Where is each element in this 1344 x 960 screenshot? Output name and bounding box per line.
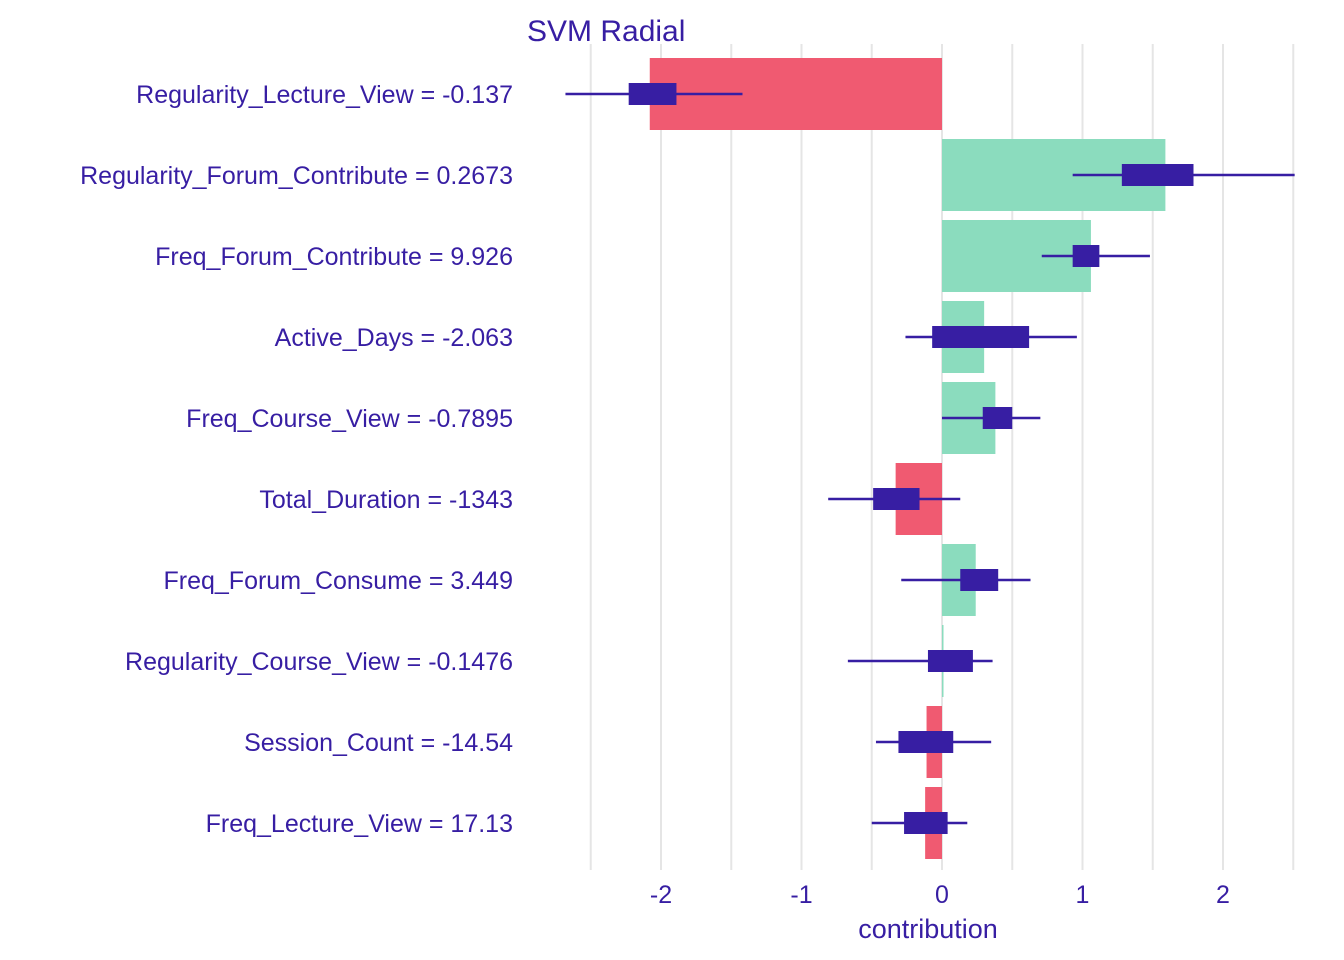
boxplot-box [873,488,920,510]
chart-title: SVM Radial [527,15,685,48]
x-tick-label: 0 [935,881,949,909]
boxplot-box [628,83,677,105]
x-axis-ticks: -2 -1 0 1 2 [650,881,1230,909]
feature-label: Regularity_Forum_Contribute = 0.2673 [80,162,513,190]
feature-label: Freq_Course_View = -0.7895 [186,405,513,433]
x-axis-label: contribution [858,914,998,944]
feature-label: Total_Duration = -1343 [259,486,513,514]
boxplot-box [898,731,954,753]
x-tick-label: -2 [650,881,672,909]
feature-label: Regularity_Course_View = -0.1476 [125,648,513,676]
x-tick-label: -1 [790,881,812,909]
boxplot-box [927,650,973,672]
boxplot-box [932,326,1030,348]
boxplot-box [1121,164,1194,186]
feature-label: Session_Count = -14.54 [244,729,513,757]
feature-label: Freq_Forum_Consume = 3.449 [164,567,514,595]
feature-label: Freq_Lecture_View = 17.13 [206,810,513,838]
boxplot-box [904,812,948,834]
feature-labels: Regularity_Lecture_View = -0.137 Regulari… [80,81,513,838]
feature-label: Regularity_Lecture_View = -0.137 [136,81,513,109]
boxplots [565,83,1295,834]
boxplot-box [1072,245,1100,267]
feature-label: Freq_Forum_Contribute = 9.926 [155,243,513,271]
feature-label: Active_Days = -2.063 [275,324,513,352]
boxplot-box [960,569,999,591]
x-tick-label: 2 [1216,881,1230,909]
boxplot-box [982,407,1013,429]
x-tick-label: 1 [1076,881,1090,909]
